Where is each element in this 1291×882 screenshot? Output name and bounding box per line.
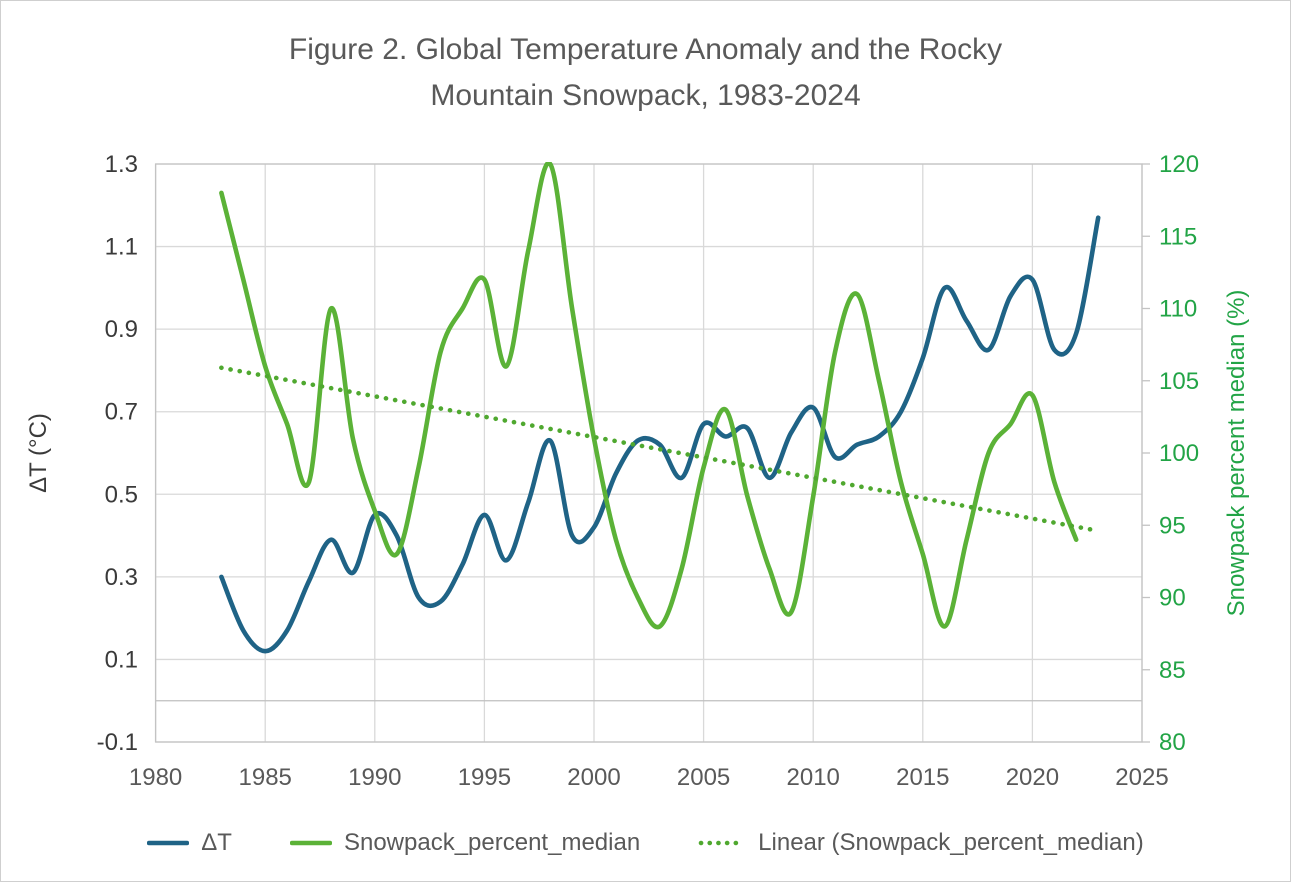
gridlines — [154, 163, 1143, 743]
series — [219, 162, 1101, 654]
axes — [154, 163, 1150, 743]
right-tick-label: 85 — [1159, 657, 1186, 684]
chart-title-line-1: Figure 2. Global Temperature Anomaly and… — [288, 33, 1003, 66]
x-tick-label: 2010 — [787, 764, 840, 791]
x-tick-label: 1995 — [458, 764, 511, 791]
left-tick-label: 1.1 — [105, 234, 138, 261]
x-tick-label: 2025 — [1115, 764, 1168, 791]
legend-label-temperature: ΔT — [201, 829, 232, 856]
right-tick-label: 115 — [1159, 223, 1197, 250]
left-tick-label: 0.7 — [105, 399, 138, 426]
left-axis-tick-labels: -0.1 0.1 0.3 0.5 0.7 0.9 1.1 1.3 — [97, 151, 138, 756]
chart-title: Figure 2. Global Temperature Anomaly and… — [1, 27, 1290, 119]
legend-item-temperature: ΔT — [147, 829, 232, 857]
left-tick-label: 1.3 — [105, 151, 138, 178]
temperature-line — [219, 215, 1101, 654]
legend-item-trend: Linear (Snowpack_percent_median) — [698, 829, 1144, 857]
right-tick-label: 105 — [1159, 368, 1199, 395]
snowpack-trend-line — [219, 365, 1094, 532]
left-tick-label: 0.9 — [105, 316, 138, 343]
left-tick-label: 0.1 — [105, 646, 138, 673]
left-tick-label: -0.1 — [97, 729, 138, 756]
trend-line-swatch — [698, 840, 747, 846]
legend-label-snowpack: Snowpack_percent_median — [343, 829, 641, 856]
x-tick-label: 1985 — [239, 764, 292, 791]
temperature-line-swatch — [147, 840, 190, 846]
right-tick-label: 90 — [1159, 585, 1186, 612]
legend: ΔT Snowpack_percent_median Linear (Snowp… — [1, 829, 1290, 857]
right-axis-tick-labels: 80 85 90 95 100 105 110 115 120 — [1159, 151, 1199, 756]
legend-label-trend: Linear (Snowpack_percent_median) — [758, 829, 1144, 856]
x-tick-label: 2020 — [1006, 764, 1059, 791]
right-tick-label: 120 — [1159, 151, 1199, 178]
left-tick-label: 0.3 — [105, 564, 138, 591]
right-tick-label: 110 — [1159, 296, 1197, 323]
x-tick-label: 2005 — [677, 764, 730, 791]
left-tick-label: 0.5 — [105, 481, 138, 508]
legend-item-snowpack: Snowpack_percent_median — [289, 829, 641, 857]
x-tick-label: 1980 — [129, 764, 182, 791]
snowpack-line-swatch — [289, 840, 332, 846]
right-tick-label: 80 — [1159, 729, 1186, 756]
x-tick-label: 1990 — [348, 764, 401, 791]
snowpack-line — [219, 162, 1079, 630]
x-axis-tick-labels: 1980 1985 1990 1995 2000 2005 2010 2015 2020 2025 — [129, 764, 1169, 791]
x-tick-label: 2015 — [896, 764, 949, 791]
right-tick-label: 100 — [1159, 440, 1199, 467]
chart-title-line-2: Mountain Snowpack, 1983-2024 — [430, 79, 861, 112]
right-tick-label: 95 — [1159, 512, 1186, 539]
x-tick-label: 2000 — [567, 764, 620, 791]
